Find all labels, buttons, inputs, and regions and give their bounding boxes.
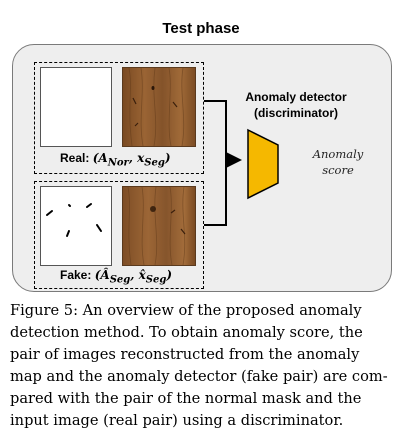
score-line-2: score <box>322 163 354 177</box>
input-image-wood <box>122 67 196 147</box>
real-pair-label: Real: (ANor, xSeg) <box>60 151 171 169</box>
fake-pair-box <box>34 181 204 289</box>
anomaly-score-label: Anomaly score <box>296 146 380 178</box>
anomaly-mask-image <box>40 186 112 266</box>
caption-line: pared with the pair of the normal mask a… <box>10 390 362 407</box>
discriminator-shape <box>247 128 279 200</box>
caption-line: Figure 5: An overview of the proposed an… <box>10 302 362 319</box>
normal-mask-image <box>40 67 112 147</box>
caption-line: input image (real pair) using a discrimi… <box>10 412 344 429</box>
figure-title: Test phase <box>162 20 240 37</box>
reconstructed-image-wood <box>122 186 196 266</box>
caption-line: map and the anomaly detector (fake pair)… <box>10 368 388 385</box>
wood-texture-2 <box>123 186 195 266</box>
flow-diagram <box>204 100 279 226</box>
caption-line: detection method. To obtain anomaly scor… <box>10 324 363 341</box>
real-pair-connector <box>204 100 242 168</box>
detector-line-1: Anomaly detector <box>245 90 347 104</box>
fake-pair-connector <box>204 160 227 226</box>
caption-line: pair of images reconstructed from the an… <box>10 346 360 363</box>
detector-label: Anomaly detector (discriminator) <box>226 89 366 121</box>
wood-texture <box>123 67 195 147</box>
detector-line-2: (discriminator) <box>253 106 338 120</box>
anomaly-marks <box>46 203 102 237</box>
figure-caption: Figure 5: An overview of the proposed an… <box>10 300 394 432</box>
fake-pair-label: Fake: (ÂSeg, x̂Seg) <box>60 268 173 286</box>
score-line-1: Anomaly <box>312 147 364 161</box>
real-pair-box <box>34 62 204 174</box>
